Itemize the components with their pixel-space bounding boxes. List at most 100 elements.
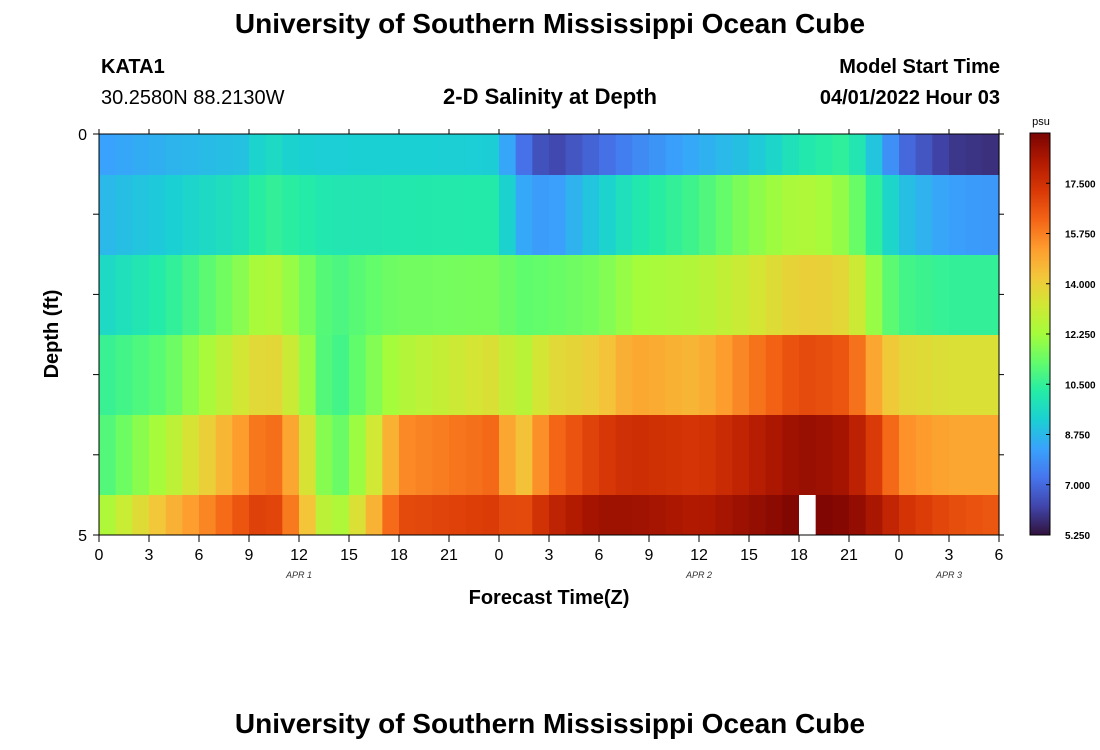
x-tick-label: 15 <box>740 547 758 564</box>
heatmap-cell <box>965 255 983 335</box>
x-tick-label: 21 <box>440 547 458 564</box>
heatmap-cell <box>532 255 550 335</box>
heatmap-cell <box>965 415 983 495</box>
heatmap-cell <box>682 255 700 335</box>
heatmap-cell <box>765 415 783 495</box>
heatmap-cell <box>865 255 883 335</box>
heatmap-cell <box>199 255 217 335</box>
heatmap-cell <box>515 134 533 175</box>
heatmap-cell <box>249 495 267 535</box>
heatmap-cell <box>315 415 333 495</box>
heatmap-cell <box>399 175 417 255</box>
heatmap-cell <box>199 495 217 535</box>
heatmap-cell <box>315 175 333 255</box>
heatmap-cell <box>515 415 533 495</box>
heatmap-cell <box>899 415 917 495</box>
heatmap-cell <box>782 255 800 335</box>
x-tick-label: 6 <box>995 547 1004 564</box>
heatmap-cell <box>249 175 267 255</box>
heatmap-cell <box>449 415 467 495</box>
heatmap-cell <box>132 335 150 415</box>
x-tick-label: 12 <box>290 547 308 564</box>
heatmap-cell <box>299 495 317 535</box>
heatmap-cell <box>749 415 767 495</box>
heatmap-cell <box>949 495 967 535</box>
heatmap-cell <box>565 134 583 175</box>
heatmap-cell <box>715 495 733 535</box>
heatmap-cell <box>765 134 783 175</box>
heatmap-cell <box>415 175 433 255</box>
x-tick-label: 0 <box>95 547 104 564</box>
heatmap-cell <box>482 495 500 535</box>
heatmap-cell <box>349 255 367 335</box>
heatmap-cell <box>432 255 450 335</box>
heatmap-cell <box>465 415 483 495</box>
x-tick-label: 12 <box>690 547 708 564</box>
heatmap-cell <box>299 255 317 335</box>
heatmap-cell <box>432 495 450 535</box>
heatmap-cell <box>649 495 667 535</box>
heatmap-cell <box>765 495 783 535</box>
heatmap-cell <box>199 175 217 255</box>
heatmap-cell <box>332 495 350 535</box>
heatmap-cell <box>815 134 833 175</box>
x-tick-label: 3 <box>945 547 954 564</box>
heatmap-cell <box>965 175 983 255</box>
heatmap-cell <box>982 255 1000 335</box>
heatmap-cell <box>782 415 800 495</box>
heatmap-cell <box>632 134 650 175</box>
heatmap-cell <box>915 335 933 415</box>
heatmap-cell <box>232 415 250 495</box>
heatmap-cell <box>415 134 433 175</box>
heatmap-cell <box>382 175 400 255</box>
heatmap-cell <box>865 415 883 495</box>
heatmap-cell <box>815 175 833 255</box>
heatmap-cell <box>599 335 617 415</box>
heatmap-cell <box>749 495 767 535</box>
heatmap-cell <box>565 175 583 255</box>
heatmap-cell <box>232 175 250 255</box>
heatmap-cell <box>732 335 750 415</box>
colorbar-tick-label: 8.750 <box>1065 431 1090 442</box>
heatmap-cell <box>132 495 150 535</box>
heatmap-cell <box>699 175 717 255</box>
heatmap-cell <box>399 495 417 535</box>
heatmap-cell <box>449 335 467 415</box>
heatmap-cell <box>499 335 517 415</box>
heatmap-cell <box>532 415 550 495</box>
x-tick-label: 18 <box>790 547 808 564</box>
heatmap-cell <box>449 175 467 255</box>
heatmap-cell <box>115 495 133 535</box>
heatmap-cell <box>849 255 867 335</box>
heatmap-cell <box>949 335 967 415</box>
colorbar-tick-label: 17.500 <box>1065 179 1096 190</box>
heatmap-cell <box>799 415 817 495</box>
heatmap-cell <box>882 255 900 335</box>
heatmap-cell <box>699 415 717 495</box>
heatmap-cell <box>382 415 400 495</box>
date-label: APR 3 <box>935 570 962 580</box>
plot-subtitle: 2-D Salinity at Depth <box>443 84 657 109</box>
heatmap-cell <box>482 255 500 335</box>
heatmap-cell <box>282 134 300 175</box>
heatmap-cell <box>482 335 500 415</box>
heatmap-cell <box>915 495 933 535</box>
heatmap-cell <box>782 335 800 415</box>
colorbar-unit: psu <box>1032 116 1050 128</box>
heatmap-cell <box>832 255 850 335</box>
heatmap-cell <box>715 335 733 415</box>
station-coordinates: 30.2580N 88.2130W <box>101 87 285 109</box>
heatmap-cells <box>99 134 1000 535</box>
heatmap-cell <box>349 134 367 175</box>
heatmap-cell <box>182 495 200 535</box>
colorbar-tick-label: 14.000 <box>1065 280 1096 291</box>
heatmap-cell <box>849 415 867 495</box>
heatmap-cell <box>832 175 850 255</box>
heatmap-cell <box>282 175 300 255</box>
heatmap-cell <box>699 335 717 415</box>
heatmap-cell <box>382 134 400 175</box>
heatmap-cell <box>382 335 400 415</box>
heatmap-cell <box>215 335 233 415</box>
heatmap-cell <box>832 495 850 535</box>
heatmap-cell <box>749 175 767 255</box>
